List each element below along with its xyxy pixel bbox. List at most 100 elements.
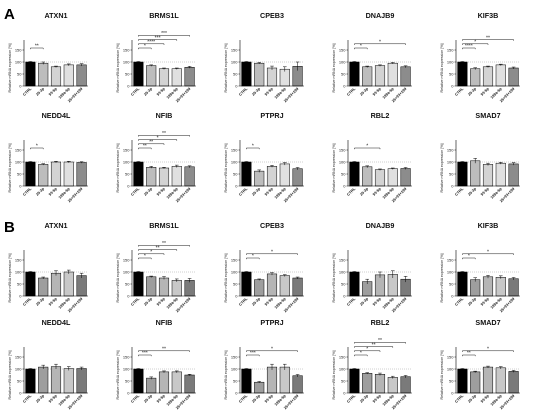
chart-b-rbl2-bar-4 bbox=[400, 376, 411, 394]
chart-b-smad7-xtick-label-2: 93-5p bbox=[480, 393, 490, 403]
chart-a-ptprj-bar-1 bbox=[254, 170, 265, 187]
chart-a-brms1l: BRMS1L Relative mRNA expression [%] 0 50 100… bbox=[116, 11, 196, 103]
chart-b-cpeb3-ylabel: Relative mRNA expression [%] bbox=[224, 254, 228, 303]
chart-b-dnajb9-bar-0 bbox=[349, 271, 360, 297]
chart-a-rbl2-title: RBL2 bbox=[371, 111, 390, 120]
chart-b-atxn1-bar-1 bbox=[38, 277, 49, 297]
chart-b-ptprj-ytick-label-150: 150 bbox=[231, 354, 238, 359]
chart-b-nedd4l-title: NEDD4L bbox=[42, 318, 71, 327]
chart-a-atxn1-xtick-label-0: CTRL bbox=[22, 86, 32, 96]
chart-b-brms1l-bar-2 bbox=[158, 277, 170, 297]
chart-a-smad7-xtick-label-0: CTRL bbox=[454, 186, 464, 196]
chart-b-brms1l-title: BRMS1L bbox=[149, 221, 179, 230]
chart-a-ptprj-xtick-label-1: 25-3p bbox=[251, 186, 261, 196]
chart-b-nedd4l-ytick-label-100: 100 bbox=[15, 366, 22, 371]
chart-a-brms1l-title: BRMS1L bbox=[149, 11, 179, 20]
chart-a-nedd4l-bar-2 bbox=[50, 161, 62, 187]
chart-b-atxn1-title: ATXN1 bbox=[44, 221, 67, 230]
chart-b-smad7-ytick-label-150: 150 bbox=[447, 354, 454, 359]
chart-b-kif3b-bar-2 bbox=[482, 276, 494, 297]
chart-a-dnajb9-ytick-label-100: 100 bbox=[339, 59, 346, 64]
chart-a-cpeb3-xtick-label-2: 93-5p bbox=[264, 86, 274, 96]
chart-a-rbl2-bar-1 bbox=[362, 166, 373, 187]
chart-b-ptprj-ylabel: Relative mRNA expression [%] bbox=[224, 351, 228, 400]
chart-b-brms1l-sig-star-0: * bbox=[144, 254, 146, 260]
chart-a-nfib-sig-star-1: ** bbox=[149, 140, 153, 146]
chart-a-brms1l-sig-star-1: **** bbox=[147, 40, 155, 46]
chart-b-ptprj-ytick-label-0: 0 bbox=[235, 390, 238, 395]
chart-a-smad7-bar-0 bbox=[457, 161, 468, 187]
chart-a-atxn1-xtick-label-1: 25-3p bbox=[35, 86, 45, 96]
chart-a-kif3b-bar-3 bbox=[495, 64, 506, 87]
chart-a-rbl2-xtick-label-2: 93-5p bbox=[372, 186, 382, 196]
chart-a-smad7-bar-1 bbox=[470, 160, 481, 187]
chart-b-ptprj: PTPRJ Relative mRNA expression [%] 0 50 100 1… bbox=[224, 318, 304, 410]
chart-a-nfib-ytick-label-150: 150 bbox=[123, 147, 130, 152]
chart-a-ptprj-ytick-label-0: 0 bbox=[235, 183, 238, 188]
chart-b-cpeb3-bar-0 bbox=[241, 271, 252, 297]
chart-a-smad7-ytick-label-150: 150 bbox=[447, 147, 454, 152]
chart-a-ptprj-ytick-label-100: 100 bbox=[231, 159, 238, 164]
chart-b-cpeb3-ytick-label-0: 0 bbox=[235, 293, 238, 298]
chart-a-ptprj-xtick-label-2: 93-5p bbox=[264, 186, 274, 196]
chart-b-nedd4l-ytick-label-50: 50 bbox=[17, 378, 22, 383]
chart-b-smad7-bar-1 bbox=[470, 371, 481, 394]
chart-a-rbl2-ytick-label-100: 100 bbox=[339, 159, 346, 164]
chart-b-ptprj-ytick-label-50: 50 bbox=[233, 378, 238, 383]
chart-a-smad7-ylabel: Relative mRNA expression [%] bbox=[440, 144, 444, 193]
chart-a-brms1l-ylabel: Relative mRNA expression [%] bbox=[116, 44, 120, 93]
panel-label-b: B bbox=[4, 219, 15, 236]
plots-group: ATXN1 Relative mRNA expression [%] 0 50 100 1… bbox=[8, 11, 520, 410]
chart-a-atxn1-xtick-label-2: 93-5p bbox=[48, 86, 58, 96]
chart-a-brms1l-sig-star-0: * bbox=[144, 44, 146, 50]
chart-a-cpeb3-title: CPEB3 bbox=[260, 11, 284, 20]
chart-b-nfib-xtick-label-2: 93-5p bbox=[156, 393, 166, 403]
chart-a-kif3b-ylabel: Relative mRNA expression [%] bbox=[440, 44, 444, 93]
chart-b-nedd4l-xtick-label-2: 93-5p bbox=[48, 393, 58, 403]
chart-a-nfib-ytick-label-50: 50 bbox=[125, 171, 130, 176]
chart-b-ptprj-bar-0 bbox=[241, 368, 252, 394]
chart-a-ptprj-ytick-label-50: 50 bbox=[233, 171, 238, 176]
chart-b-cpeb3-sig-star-0: * bbox=[252, 254, 254, 260]
chart-b-atxn1-ytick-label-100: 100 bbox=[15, 269, 22, 274]
chart-a-kif3b-ytick-label-50: 50 bbox=[449, 71, 454, 76]
chart-b-dnajb9-xtick-label-2: 93-5p bbox=[372, 296, 382, 306]
chart-b-smad7-ylabel: Relative mRNA expression [%] bbox=[440, 351, 444, 400]
chart-a-rbl2-bar-2 bbox=[374, 169, 386, 187]
chart-a-kif3b-bar-0 bbox=[457, 61, 468, 87]
chart-b-brms1l-ytick-label-50: 50 bbox=[125, 281, 130, 286]
chart-b-brms1l-sig-star-3: ** bbox=[162, 241, 166, 247]
chart-a-nedd4l-bar-3 bbox=[63, 161, 74, 187]
chart-b-brms1l-ytick-label-0: 0 bbox=[127, 293, 130, 298]
chart-b-rbl2-ytick-label-150: 150 bbox=[339, 354, 346, 359]
chart-a-atxn1-title: ATXN1 bbox=[44, 11, 67, 20]
chart-a-atxn1-ytick-label-100: 100 bbox=[15, 59, 22, 64]
chart-a-smad7-ytick-label-50: 50 bbox=[449, 171, 454, 176]
chart-b-cpeb3-xtick-label-0: CTRL bbox=[238, 296, 248, 306]
chart-a-nfib-xtick-label-0: CTRL bbox=[130, 186, 140, 196]
chart-b-dnajb9: DNAJB9 Relative mRNA expression [%] 0 50 100… bbox=[332, 221, 412, 313]
chart-b-smad7-ytick-label-0: 0 bbox=[451, 390, 454, 395]
chart-b-kif3b-title: KIF3B bbox=[478, 221, 499, 230]
chart-a-cpeb3-bar-0 bbox=[241, 61, 252, 87]
chart-b-kif3b-ytick-label-100: 100 bbox=[447, 269, 454, 274]
chart-a-dnajb9-bar-4 bbox=[400, 66, 411, 87]
chart-a-ptprj-title: PTPRJ bbox=[260, 111, 283, 120]
chart-a-kif3b-sig-star-0: **** bbox=[465, 44, 473, 50]
chart-b-brms1l-xtick-label-1: 25-3p bbox=[143, 296, 153, 306]
chart-a-nedd4l-bar-4 bbox=[76, 162, 87, 187]
chart-b-brms1l: BRMS1L Relative mRNA expression [%] 0 50 100… bbox=[116, 221, 196, 313]
chart-b-cpeb3-ytick-label-100: 100 bbox=[231, 269, 238, 274]
chart-a-nedd4l: NEDD4L Relative mRNA expression [%] 0 50 100… bbox=[8, 111, 88, 203]
chart-a-kif3b-bar-1 bbox=[470, 68, 481, 87]
chart-b-atxn1-xtick-label-2: 93-5p bbox=[48, 296, 58, 306]
chart-b-nedd4l-bar-2 bbox=[50, 366, 62, 394]
chart-a-nfib: NFIB Relative mRNA expression [%] 0 50 100 15… bbox=[116, 111, 196, 203]
chart-b-brms1l-xtick-label-2: 93-5p bbox=[156, 296, 166, 306]
chart-a-nedd4l-ytick-label-100: 100 bbox=[15, 159, 22, 164]
chart-a-nedd4l-title: NEDD4L bbox=[42, 111, 71, 120]
chart-a-dnajb9-bar-3 bbox=[387, 62, 398, 87]
chart-b-smad7-bar-0 bbox=[457, 368, 468, 394]
chart-a-ptprj-bar-3 bbox=[279, 163, 290, 187]
chart-a-rbl2-ylabel: Relative mRNA expression [%] bbox=[332, 144, 336, 193]
